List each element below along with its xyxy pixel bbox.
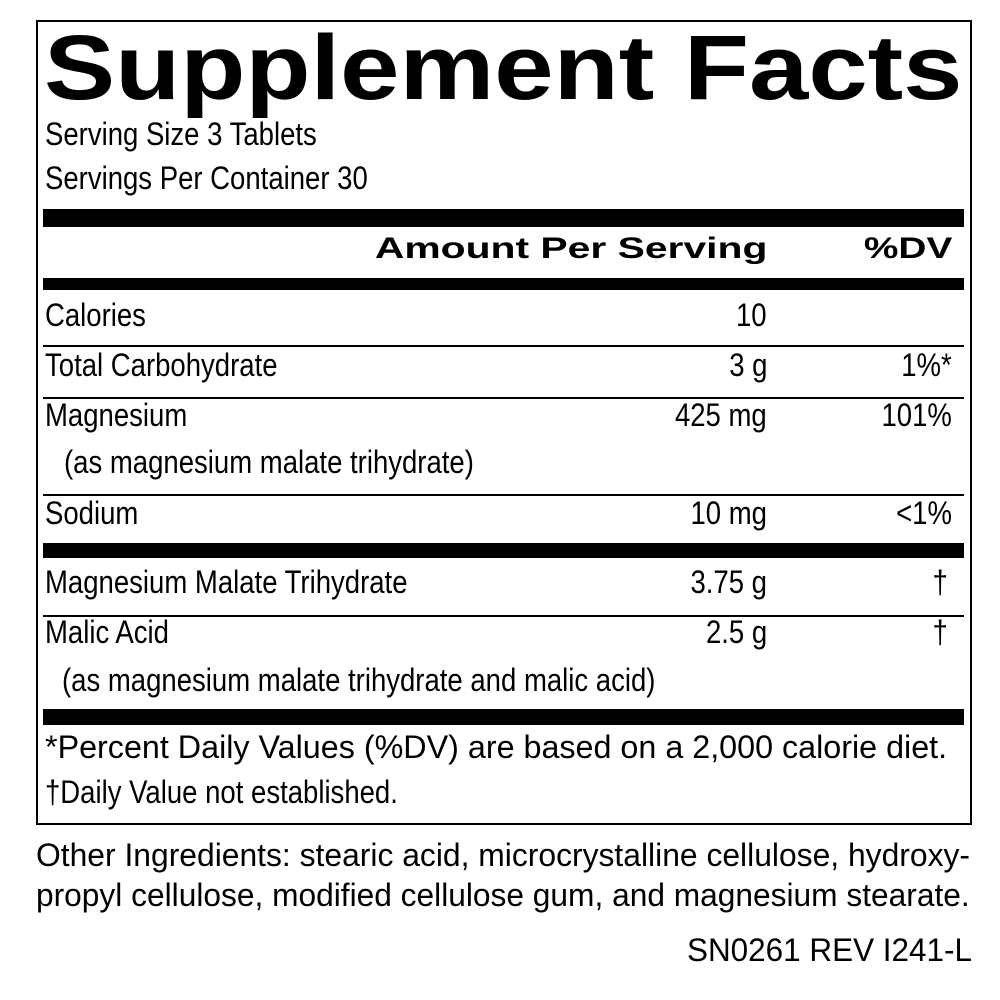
- nutrient-dv: <1%: [896, 495, 952, 531]
- ingredient-name: Malic Acid: [45, 614, 169, 650]
- dv-header: %DV: [863, 232, 952, 265]
- nutrient-amount: 10: [736, 297, 767, 333]
- footnote-dv: *Percent Daily Values (%DV) are based on…: [45, 729, 948, 765]
- thick-divider: [43, 543, 964, 558]
- amount-per-serving-header: Amount Per Serving: [374, 232, 767, 265]
- medium-divider: [43, 278, 964, 290]
- thin-divider: [43, 397, 964, 399]
- ingredient-amount: 2.5 g: [705, 614, 767, 650]
- ingredient-dv: †: [932, 564, 948, 600]
- thin-divider: [43, 345, 964, 347]
- thick-divider: [43, 709, 964, 725]
- nutrient-dv: 101%: [881, 397, 952, 433]
- ingredient-source: (as magnesium malate trihydrate and mali…: [62, 662, 656, 698]
- servings-per-container: Servings Per Container 30: [45, 160, 368, 196]
- product-code: SN0261 REV I241-L: [687, 932, 972, 968]
- nutrient-name: Sodium: [45, 495, 139, 531]
- ingredient-name: Magnesium Malate Trihydrate: [45, 564, 408, 600]
- ingredient-amount: 3.75 g: [690, 564, 767, 600]
- nutrient-name: Magnesium: [45, 397, 188, 433]
- nutrient-amount: 10 mg: [690, 495, 767, 531]
- thick-divider: [43, 209, 964, 227]
- supplement-facts-panel: [36, 20, 972, 825]
- thin-divider: [43, 615, 964, 617]
- ingredient-dv: †: [932, 614, 948, 650]
- nutrient-amount: 425 mg: [675, 397, 767, 433]
- nutrient-name: Total Carbohydrate: [45, 347, 278, 383]
- nutrient-name: Calories: [45, 297, 146, 333]
- nutrient-dv: 1%*: [901, 347, 952, 383]
- nutrient-amount: 3 g: [728, 347, 767, 383]
- serving-size: Serving Size 3 Tablets: [45, 116, 317, 152]
- footnote-dagger: †Daily Value not established.: [45, 774, 398, 810]
- other-ingredients-line-2: propyl cellulose, modified cellulose gum…: [36, 877, 970, 913]
- other-ingredients-line-1: Other Ingredients: stearic acid, microcr…: [36, 837, 971, 873]
- thin-divider: [43, 494, 964, 496]
- panel-title: Supplement Facts: [44, 17, 963, 119]
- nutrient-source: (as magnesium malate trihydrate): [64, 444, 474, 480]
